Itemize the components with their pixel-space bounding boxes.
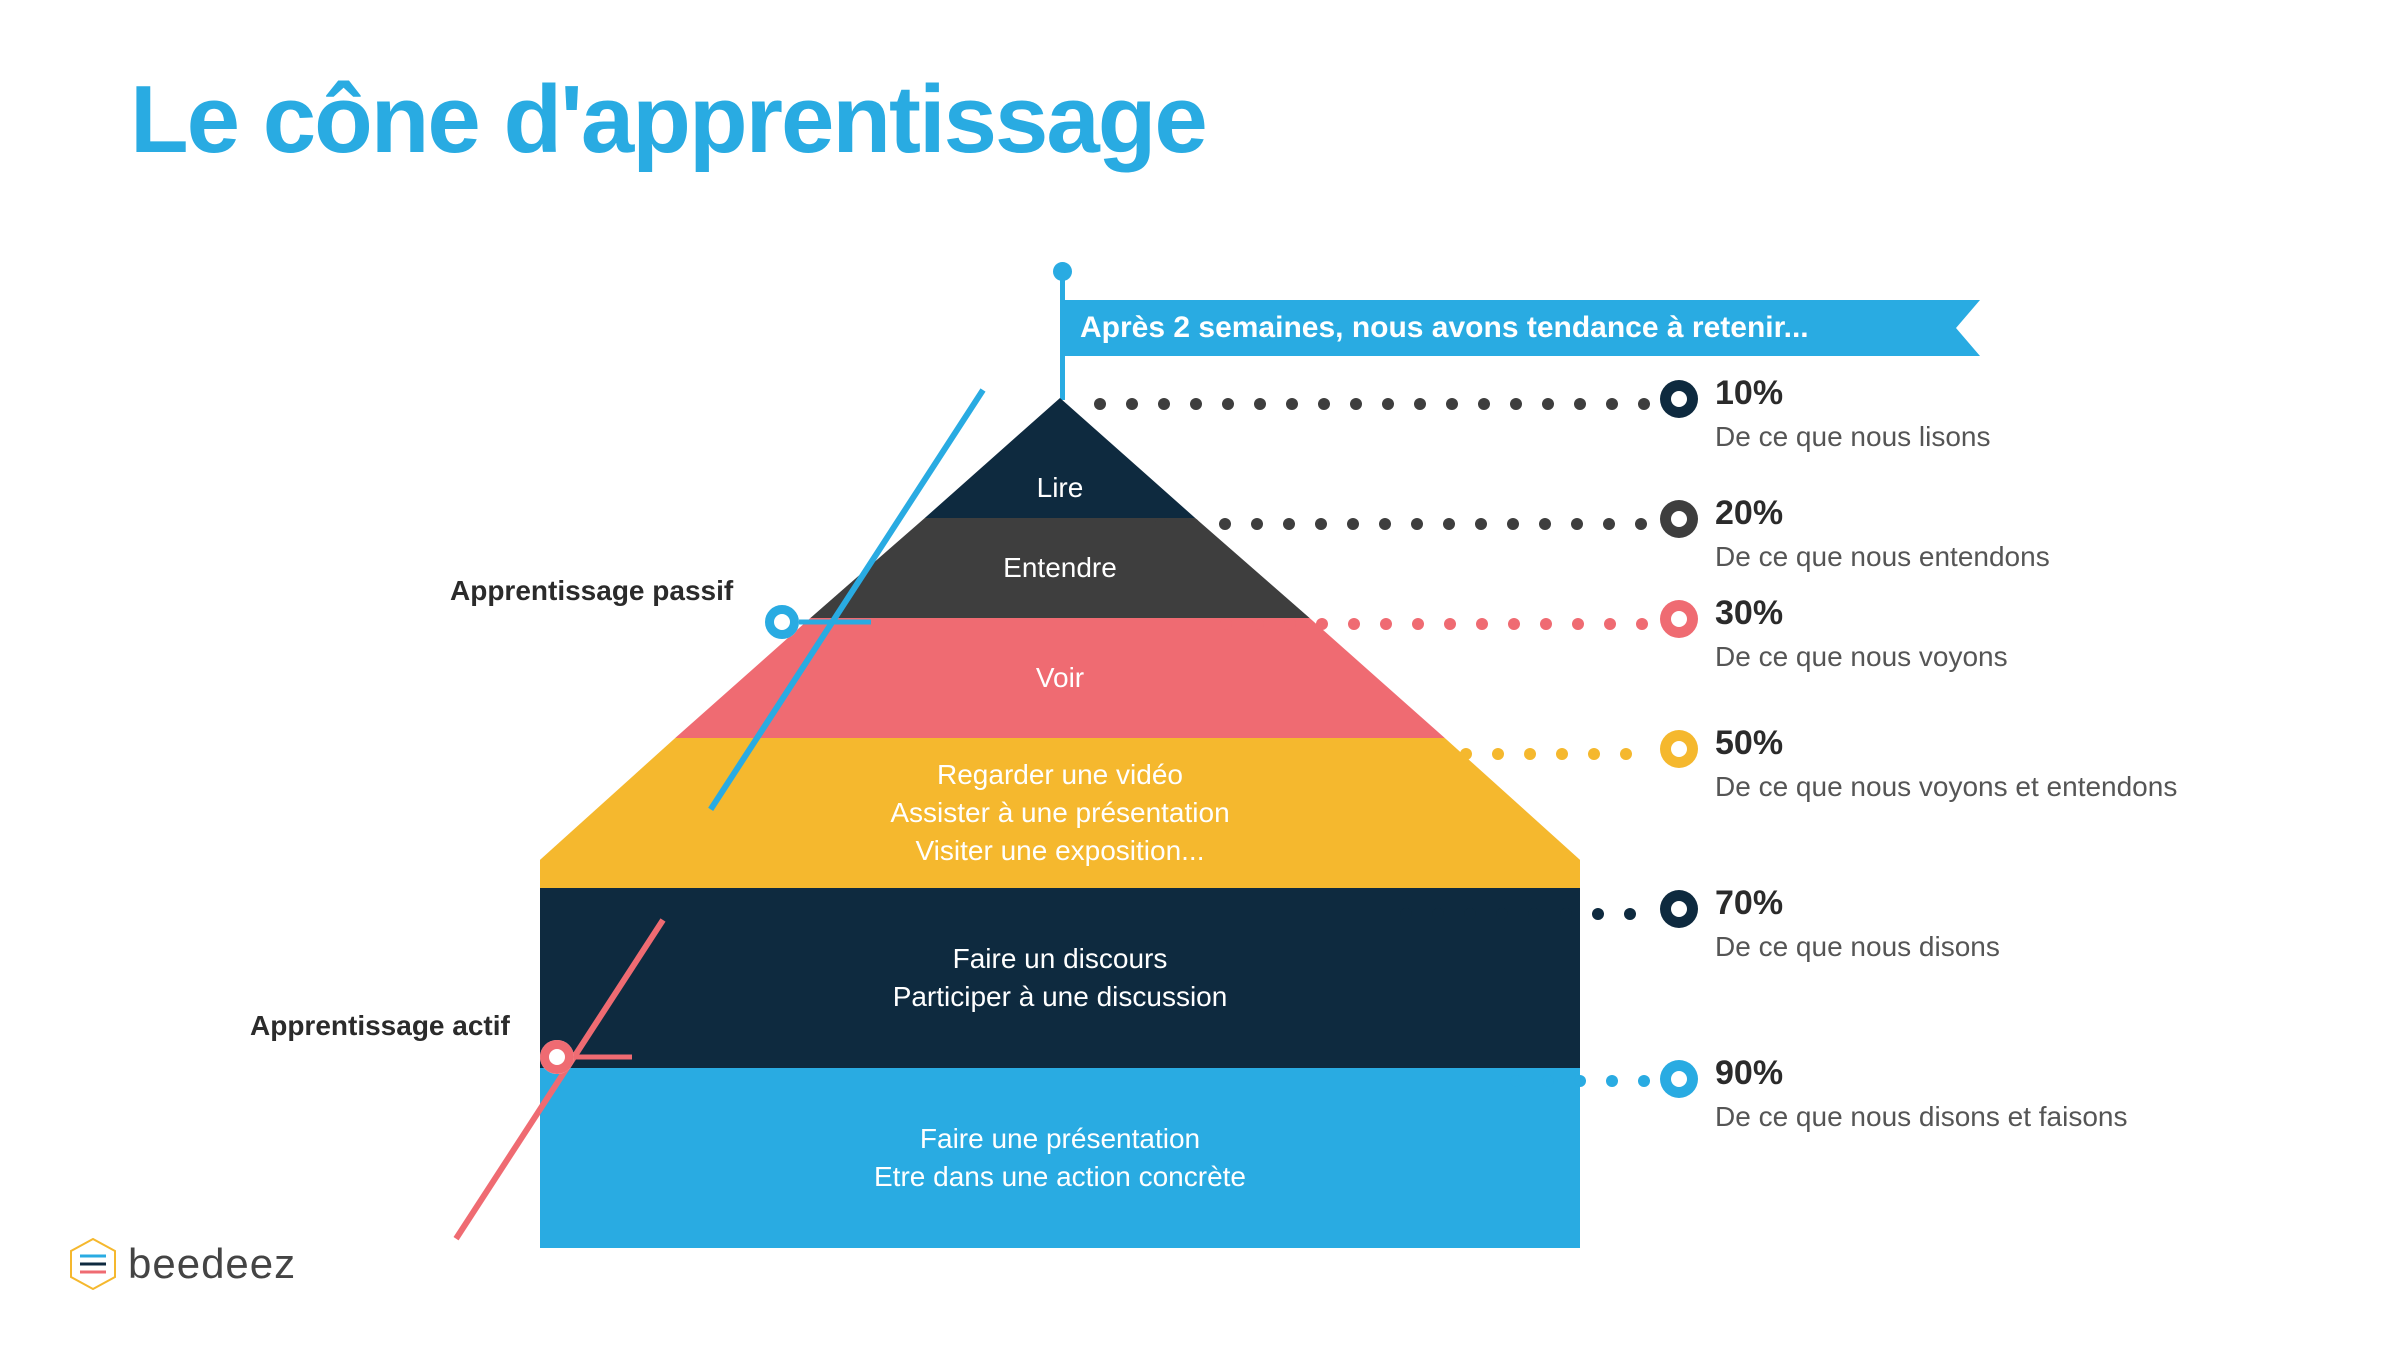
layer-label: Visiter une exposition... <box>916 832 1205 870</box>
stat-desc: De ce que nous entendons <box>1715 539 2275 574</box>
stat-bullet <box>1660 730 1698 768</box>
stat-bullet <box>1660 600 1698 638</box>
page-title: Le cône d'apprentissage <box>130 65 1206 175</box>
layer-label: Regarder une vidéo <box>937 756 1183 794</box>
pyramid-layer-lire: Lire <box>540 398 1580 518</box>
stat-bullet <box>1660 890 1698 928</box>
stat-item: 50% De ce que nous voyons et entendons <box>1715 724 2275 804</box>
layer-label: Faire une présentation <box>920 1120 1200 1158</box>
marker-passive <box>765 605 799 639</box>
stat-item: 70% De ce que nous disons <box>1715 884 2275 964</box>
layer-label: Faire un discours <box>953 940 1168 978</box>
layer-label: Entendre <box>1003 549 1117 587</box>
logo-text: beedeez <box>128 1240 296 1288</box>
stat-desc: De ce que nous voyons et entendons <box>1715 769 2275 804</box>
stat-percent: 10% <box>1715 374 2275 413</box>
stat-bullet <box>1660 380 1698 418</box>
label-passive: Apprentissage passif <box>450 575 733 607</box>
stat-percent: 90% <box>1715 1054 2275 1093</box>
stat-item: 30% De ce que nous voyons <box>1715 594 2275 674</box>
stat-bullet <box>1660 500 1698 538</box>
stat-item: 20% De ce que nous entendons <box>1715 494 2275 574</box>
stat-desc: De ce que nous disons <box>1715 929 2275 964</box>
layer-label: Etre dans une action concrète <box>874 1158 1246 1196</box>
pyramid-layer-video: Regarder une vidéo Assister à une présen… <box>540 738 1580 888</box>
stat-percent: 30% <box>1715 594 2275 633</box>
stat-item: 90% De ce que nous disons et faisons <box>1715 1054 2275 1134</box>
stat-percent: 70% <box>1715 884 2275 923</box>
layer-label: Voir <box>1036 659 1084 697</box>
logo: beedeez <box>70 1238 296 1290</box>
stat-percent: 50% <box>1715 724 2275 763</box>
stat-percent: 20% <box>1715 494 2275 533</box>
dot-row <box>1094 398 1650 410</box>
layer-label: Assister à une présentation <box>890 794 1229 832</box>
stat-desc: De ce que nous voyons <box>1715 639 2275 674</box>
pyramid-layer-action: Faire une présentation Etre dans une act… <box>540 1068 1580 1248</box>
marker-active <box>540 1040 574 1074</box>
logo-hex-icon <box>70 1238 116 1290</box>
layer-label: Lire <box>1037 409 1084 507</box>
layer-label: Participer à une discussion <box>893 978 1228 1016</box>
stat-desc: De ce que nous lisons <box>1715 419 2275 454</box>
stat-bullet <box>1660 1060 1698 1098</box>
label-active: Apprentissage actif <box>250 1010 510 1042</box>
dot-row <box>1300 748 1632 760</box>
stat-desc: De ce que nous disons et faisons <box>1715 1099 2275 1134</box>
dot-row <box>1400 908 1636 920</box>
dot-row <box>1220 618 1648 630</box>
banner-ribbon: Après 2 semaines, nous avons tendance à … <box>1060 300 1980 356</box>
dot-row <box>1510 1075 1650 1087</box>
stat-item: 10% De ce que nous lisons <box>1715 374 2275 454</box>
dot-row <box>1155 518 1647 530</box>
pyramid-layer-voir: Voir <box>540 618 1580 738</box>
